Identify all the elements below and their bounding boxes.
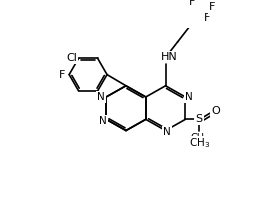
Text: S: S	[196, 114, 203, 124]
Text: CH₃: CH₃	[190, 133, 208, 143]
Text: N: N	[185, 92, 193, 102]
Text: F: F	[59, 69, 65, 80]
Text: Cl: Cl	[66, 53, 77, 63]
Text: N: N	[99, 116, 107, 126]
Text: N: N	[97, 92, 105, 102]
Text: O: O	[211, 106, 220, 116]
Text: N: N	[163, 127, 171, 137]
Text: HN: HN	[161, 52, 177, 62]
Text: F: F	[209, 2, 215, 13]
Text: F: F	[189, 0, 195, 7]
Text: F: F	[204, 13, 210, 23]
Text: CH$_3$: CH$_3$	[188, 137, 210, 150]
